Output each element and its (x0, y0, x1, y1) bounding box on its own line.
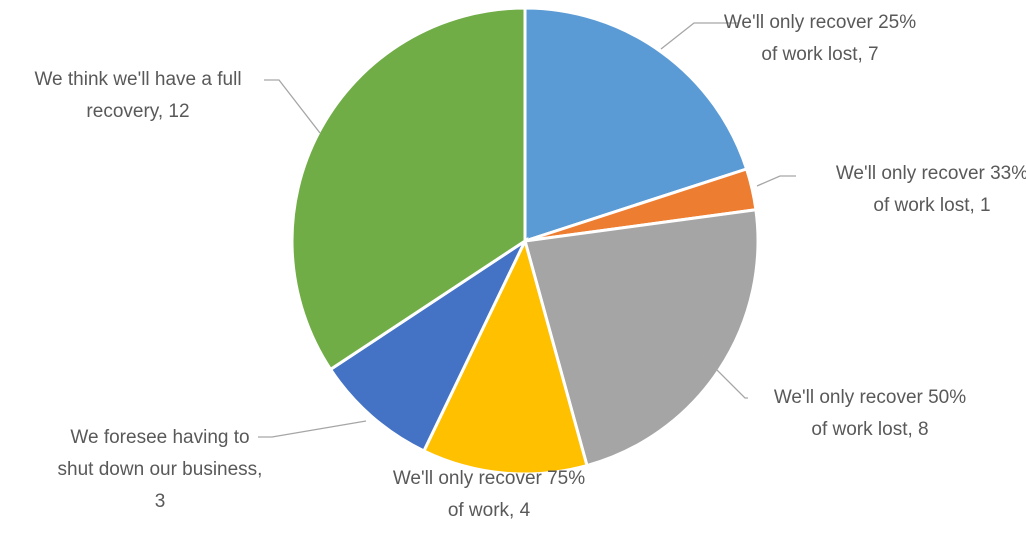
slice-label-line: We'll only recover 75% (393, 468, 585, 489)
slice-label-2: We'll only recover 33% of work lost, 1 (836, 163, 1026, 216)
slice-label-3: We'll only recover 50% of work lost, 8 (774, 387, 966, 440)
leader-line-3 (699, 352, 748, 399)
pie-slice-1 (523, 6, 749, 244)
slice-label-line: of work lost, 7 (761, 44, 878, 65)
slice-label-line: shut down our business, (58, 459, 263, 480)
slice-label-line: recovery, 12 (86, 101, 189, 122)
slice-label-line: We'll only recover 50% (774, 387, 966, 408)
slice-label-4: We'll only recover 75% of work, 4 (393, 468, 585, 521)
slice-labels: We'll only recover 25% of work lost, 7We'… (34, 12, 1026, 521)
slice-label-line: of work lost, 8 (811, 419, 928, 440)
slice-label-6: We think we'll have a full recovery, 12 (34, 69, 241, 122)
slice-label-line: of work, 4 (448, 500, 531, 521)
pie-slice-5 (328, 236, 529, 453)
slice-label-5: We foresee having to shut down our busine… (58, 427, 263, 512)
slice-label-1: We'll only recover 25% of work lost, 7 (724, 12, 916, 65)
pie-slice-4 (421, 236, 589, 476)
slice-label-line: We foresee having to (70, 427, 249, 448)
pie-slice-6 (290, 6, 527, 372)
slice-label-line: We'll only recover 25% (724, 12, 916, 33)
pie-slice-3 (523, 208, 760, 468)
slice-label-line: of work lost, 1 (873, 195, 990, 216)
pie-slices (290, 6, 760, 476)
leader-line-6 (264, 79, 321, 134)
slice-label-line: We'll only recover 33% (836, 163, 1026, 184)
slice-label-line: 3 (155, 491, 166, 512)
leader-line-1 (660, 22, 738, 50)
slice-label-line: We think we'll have a full (34, 69, 241, 90)
leader-lines (258, 22, 796, 438)
leader-line-5 (258, 420, 367, 438)
leader-line-2 (756, 175, 796, 187)
